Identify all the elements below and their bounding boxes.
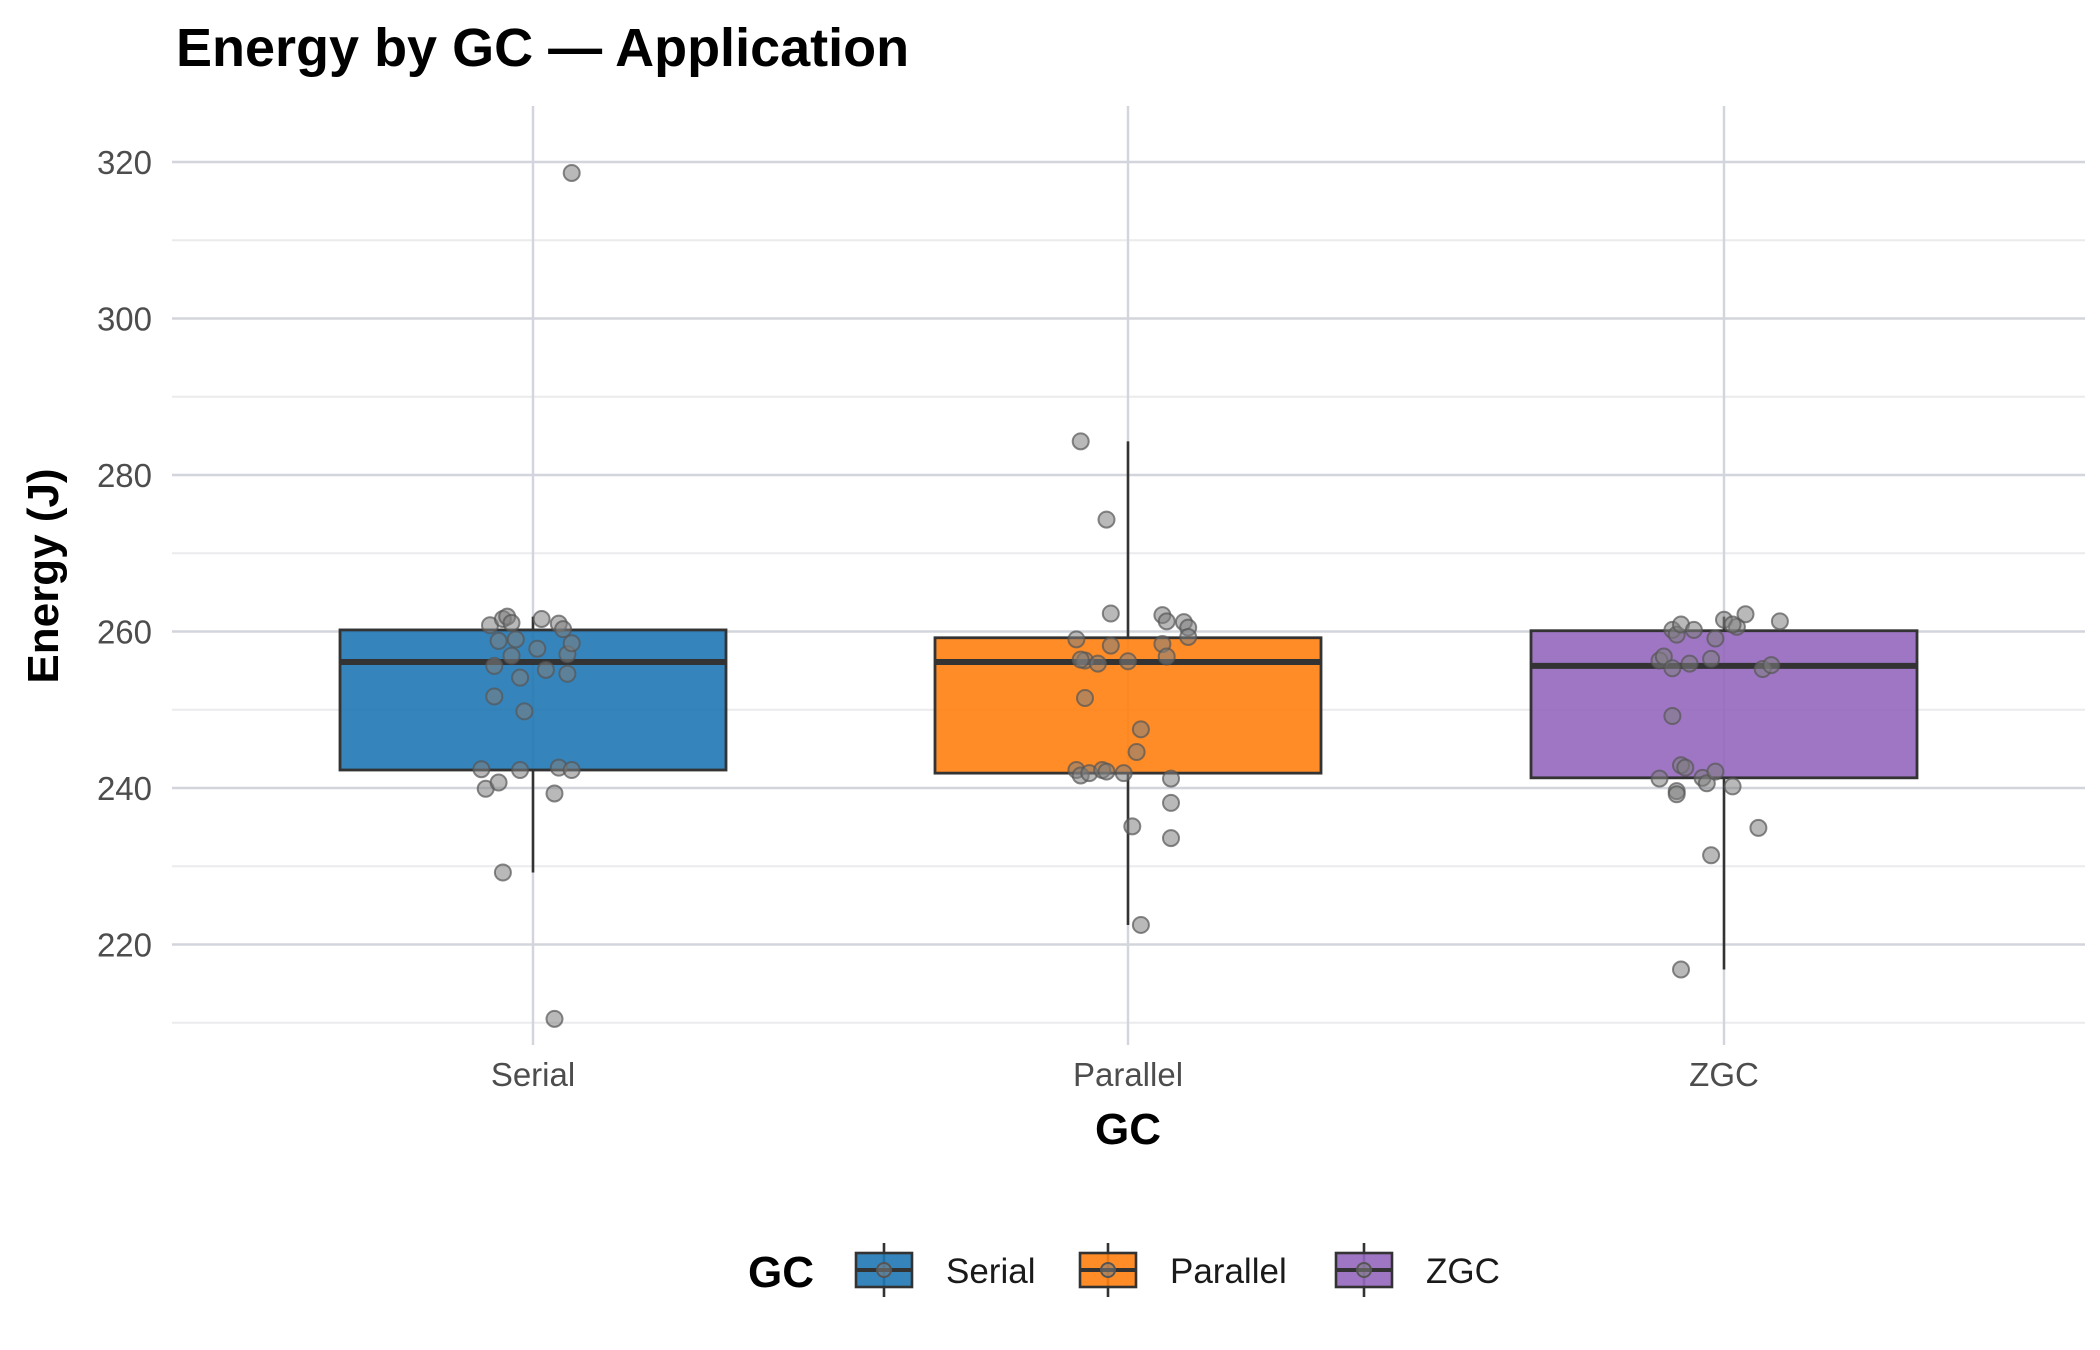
data-point — [545, 784, 564, 803]
data-point — [1770, 612, 1789, 631]
data-point — [1702, 846, 1721, 865]
data-point — [1097, 510, 1116, 529]
data-point — [489, 631, 508, 650]
legend-entry-serial: Serial — [854, 1243, 1035, 1297]
data-point — [1650, 769, 1669, 788]
data-point — [511, 668, 530, 687]
x-tick-label: Serial — [491, 1056, 575, 1093]
data-point — [485, 687, 504, 706]
data-point — [1706, 629, 1725, 648]
data-point — [1179, 627, 1198, 646]
y-tick-label: 260 — [97, 614, 152, 651]
x-tick-label: ZGC — [1689, 1056, 1759, 1093]
legend-label: Parallel — [1170, 1252, 1287, 1291]
data-point — [1157, 612, 1176, 631]
y-tick-label: 240 — [97, 770, 152, 807]
data-point — [1663, 659, 1682, 678]
data-point — [1162, 793, 1180, 812]
data-point — [1131, 720, 1150, 739]
data-point — [1706, 762, 1725, 781]
data-point — [1131, 915, 1150, 934]
y-tick-label: 300 — [97, 301, 152, 338]
data-point — [502, 646, 521, 665]
data-point — [511, 761, 530, 780]
data-point — [1114, 764, 1133, 783]
data-point — [1684, 620, 1703, 639]
chart-title: Energy by GC — Application — [176, 18, 909, 78]
legend-label: ZGC — [1426, 1252, 1500, 1291]
data-point — [1736, 605, 1755, 624]
box-iqr — [1529, 629, 1919, 780]
data-point — [1654, 647, 1673, 666]
data-point — [1123, 817, 1142, 836]
data-point — [502, 613, 521, 632]
data-point — [1663, 707, 1682, 726]
data-point — [1088, 654, 1107, 673]
data-point — [485, 656, 504, 675]
data-point — [536, 660, 555, 679]
data-point — [1119, 652, 1137, 671]
data-point — [1697, 774, 1716, 793]
data-point — [1097, 762, 1116, 781]
data-point — [562, 634, 581, 653]
data-point — [472, 760, 491, 779]
y-axis-title: Energy (J) — [19, 468, 68, 683]
data-point — [489, 773, 508, 792]
legend-label: Serial — [946, 1252, 1035, 1291]
data-point — [1101, 604, 1120, 623]
data-point — [562, 761, 581, 780]
legend-key-point — [876, 1262, 892, 1278]
data-point — [1749, 818, 1768, 837]
box-parallel — [933, 441, 1323, 925]
x-tick-label: Parallel — [1073, 1056, 1183, 1093]
data-point — [1762, 656, 1781, 675]
box-zgc — [1529, 616, 1919, 970]
legend-title: GC — [748, 1248, 814, 1297]
y-tick-label: 220 — [97, 927, 152, 964]
data-point — [1076, 689, 1094, 708]
data-point — [1162, 829, 1180, 848]
data-point — [1667, 785, 1686, 804]
legend: GC Serial Parallel ZGC — [748, 1243, 1500, 1297]
data-point — [554, 620, 573, 639]
data-point — [1162, 769, 1180, 788]
data-point — [558, 664, 577, 683]
data-point — [562, 163, 581, 182]
data-point — [1071, 432, 1090, 451]
data-point — [515, 702, 534, 721]
data-point — [1672, 960, 1690, 979]
data-point — [532, 609, 551, 628]
data-point — [1702, 649, 1721, 668]
data-point — [1723, 777, 1742, 796]
legend-entry-zgc: ZGC — [1334, 1243, 1500, 1297]
x-axis-ticks: Serial Parallel ZGC — [491, 1056, 1759, 1093]
legend-key-point — [1100, 1262, 1116, 1278]
y-axis-ticks: 220 240 260 280 300 320 — [97, 144, 152, 964]
legend-entry-parallel: Parallel — [1078, 1243, 1287, 1297]
x-axis-title: GC — [1095, 1105, 1161, 1154]
data-point — [506, 630, 525, 649]
data-point — [1723, 615, 1742, 634]
data-point — [1127, 743, 1146, 762]
box-plots — [338, 441, 1919, 970]
jitter-points — [472, 163, 1789, 1028]
data-point — [1157, 647, 1176, 666]
data-point — [493, 863, 512, 882]
data-point — [528, 639, 547, 658]
data-point — [1101, 636, 1120, 655]
data-point — [1067, 630, 1086, 649]
legend-key-point — [1356, 1262, 1372, 1278]
data-point — [1680, 654, 1699, 673]
data-point — [545, 1009, 564, 1028]
y-tick-label: 320 — [97, 144, 152, 181]
data-point — [1071, 650, 1090, 669]
y-tick-label: 280 — [97, 457, 152, 494]
data-point — [1676, 758, 1695, 777]
